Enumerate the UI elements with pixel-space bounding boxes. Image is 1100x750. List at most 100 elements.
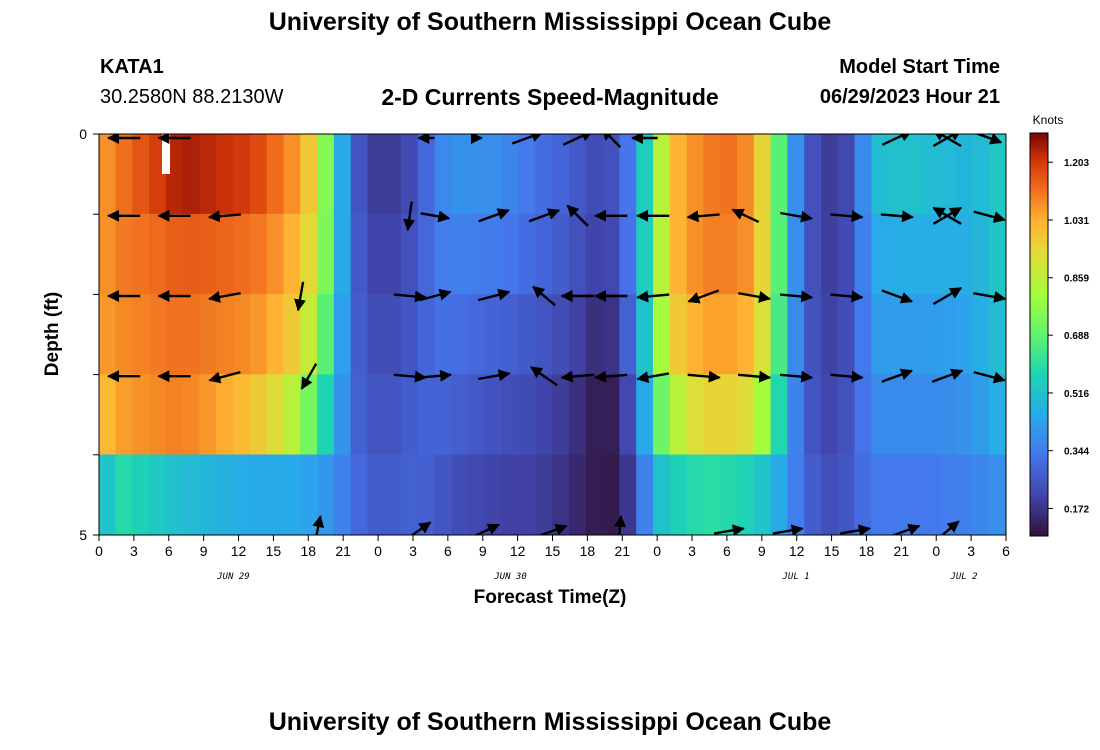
heatmap-cell [367, 134, 385, 215]
heatmap-cell [99, 134, 117, 215]
heatmap-cell [669, 213, 688, 295]
heatmap-cell [602, 134, 620, 215]
heatmap-cell [787, 454, 805, 535]
heatmap-cell [249, 134, 268, 215]
heatmap-cell [921, 294, 940, 375]
heatmap-cell [233, 454, 251, 535]
current-vector-arrow [477, 288, 511, 302]
heatmap-cell [703, 374, 721, 456]
heatmap-cell [165, 454, 184, 535]
heatmap-cell [199, 213, 217, 295]
footer-title: University of Southern Mississippi Ocean… [268, 708, 832, 736]
heatmap-cell [501, 374, 520, 456]
current-vector-arrow [478, 208, 510, 223]
heatmap-cell [485, 294, 503, 375]
heatmap-cell [367, 374, 385, 456]
heatmap-cell [820, 134, 839, 215]
heatmap-cell [350, 134, 369, 215]
current-vector-arrow [973, 291, 1006, 303]
heatmap-cell [115, 213, 133, 295]
heatmap-cell [350, 374, 369, 456]
heatmap-cell [501, 294, 520, 375]
heatmap-cell [266, 213, 285, 295]
current-vector-arrow [528, 208, 561, 223]
current-vector-arrow [890, 523, 921, 535]
current-vector-arrow [566, 204, 589, 227]
current-vector-arrow [473, 523, 500, 535]
heatmap-cell [804, 213, 822, 295]
heatmap-cell [787, 374, 805, 456]
x-tick-label: 18 [301, 543, 317, 559]
colorbar-tick-label: 0.688 [1064, 331, 1089, 342]
heatmap-cell [485, 374, 503, 456]
heatmap-cell [266, 454, 285, 535]
colorbar-tick-label: 0.516 [1064, 389, 1089, 400]
heatmap-cell [652, 134, 671, 215]
station-id: KATA1 [100, 56, 164, 78]
current-vector-arrow [477, 369, 511, 382]
heatmap-cell [384, 454, 402, 535]
colorbar-tick-label: 1.203 [1064, 158, 1089, 169]
heatmap-cell [468, 374, 486, 456]
heatmap-cell [434, 213, 453, 295]
heatmap-cell [485, 454, 503, 535]
current-vector-arrow [560, 370, 594, 383]
current-vector-arrow [393, 290, 427, 303]
heatmap-cell [602, 213, 620, 295]
heatmap-cell [871, 294, 889, 375]
heatmap-cell [585, 213, 604, 295]
heatmap-cell [99, 374, 117, 456]
heatmap-cell [552, 374, 570, 456]
x-tick-label: 12 [789, 543, 805, 559]
current-vector-arrow [772, 524, 804, 535]
heatmap-cell [736, 134, 755, 215]
x-date-label: JUN 29 [216, 572, 250, 582]
station-coords: 30.2580N 88.2130W [100, 86, 284, 108]
heatmap-cell [216, 374, 234, 456]
heatmap-cell [787, 213, 805, 295]
heatmap-cell [99, 454, 117, 535]
current-vector-arrow [687, 370, 721, 383]
heatmap-cell [216, 454, 234, 535]
heatmap-cell [535, 213, 553, 295]
current-vector-arrow [973, 210, 1006, 223]
heatmap-cell [518, 454, 537, 535]
heatmap-cell [585, 454, 604, 535]
heatmap-cell [837, 134, 856, 215]
heatmap-cell [115, 374, 133, 456]
heatmap-cell [736, 294, 755, 375]
heatmap-cell [182, 454, 201, 535]
heatmap-cell [820, 454, 839, 535]
heatmap-cell [501, 134, 520, 215]
current-vector-arrow [713, 524, 745, 535]
current-vector-arrow [932, 286, 963, 306]
x-tick-label: 9 [758, 543, 766, 559]
heatmap-cell [333, 454, 352, 535]
heatmap-cell [518, 213, 537, 295]
heatmap-cell [384, 213, 402, 295]
current-vector-arrow [636, 371, 670, 384]
heatmap-cell [820, 374, 839, 456]
current-vector-arrow [881, 289, 914, 304]
model-start-value: 06/29/2023 Hour 21 [819, 86, 1000, 108]
x-tick-label: 12 [231, 543, 247, 559]
heatmap-cell [434, 454, 453, 535]
heatmap-cell [350, 294, 369, 375]
speed-heatmap [99, 134, 1006, 535]
heatmap-cell [132, 454, 150, 535]
heatmap-cell [871, 454, 889, 535]
heatmap-cell [854, 294, 872, 375]
heatmap-cell [249, 374, 268, 456]
heatmap-cell [132, 213, 150, 295]
heatmap-cell [837, 374, 856, 456]
x-tick-label: 21 [894, 543, 910, 559]
current-vector-arrow [530, 366, 558, 387]
heatmap-cell [686, 213, 704, 295]
heatmap-cell [753, 454, 772, 535]
heatmap-cell [182, 294, 201, 375]
x-date-label: JUL 2 [949, 572, 977, 582]
heatmap-cell [569, 134, 587, 215]
heatmap-cell [938, 374, 956, 456]
heatmap-cell [233, 374, 251, 456]
colorbar-tick-label: 1.031 [1064, 216, 1089, 227]
